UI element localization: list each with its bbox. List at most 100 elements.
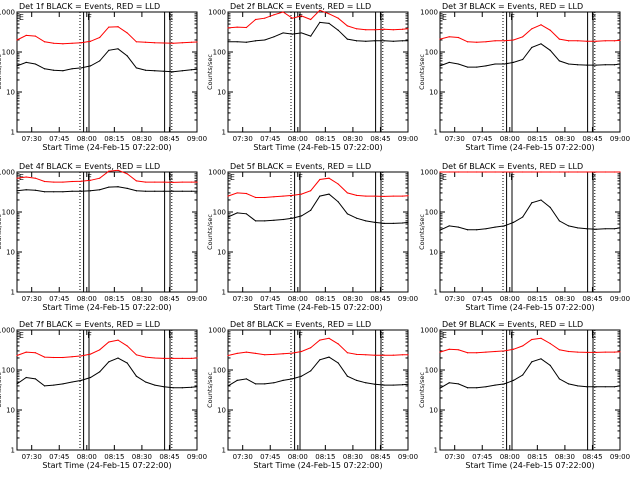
flag-label: F — [298, 173, 303, 182]
data-point-events — [439, 229, 441, 231]
data-point-events — [273, 382, 275, 384]
data-point-events — [282, 32, 284, 34]
data-point-events — [62, 70, 64, 72]
data-point-lld — [291, 17, 293, 19]
data-point-lld — [282, 353, 284, 355]
data-point-events — [154, 384, 156, 386]
y-axis-label: Counts/sec — [206, 54, 214, 90]
data-point-events — [172, 190, 174, 192]
data-point-lld — [619, 39, 621, 41]
x-tick-label: 08:00 — [288, 453, 308, 461]
data-point-events — [407, 40, 409, 42]
data-point-lld — [196, 181, 198, 183]
data-point-events — [264, 383, 266, 385]
data-point-events — [392, 222, 394, 224]
data-point-events — [43, 385, 46, 387]
flag-label: E — [442, 173, 447, 182]
data-point-events — [126, 55, 128, 57]
x-tick-label: 07:30 — [22, 453, 42, 461]
data-point-events — [245, 213, 247, 215]
x-tick-label: 07:30 — [22, 135, 42, 143]
data-point-lld — [346, 192, 348, 194]
data-point-events — [108, 186, 110, 188]
y-tick-label: 1 — [434, 447, 438, 455]
x-tick-label: 08:45 — [582, 295, 602, 303]
x-tick-label: 07:45 — [49, 295, 69, 303]
data-point-events — [319, 195, 321, 197]
data-point-lld — [43, 356, 46, 358]
panel-det-9: Det 9f BLACK = Events, RED = LLD 1 10 100 10… — [418, 320, 630, 470]
x-tick-label: 07:45 — [260, 295, 280, 303]
x-tick-label: 08:30 — [132, 295, 152, 303]
data-point-lld — [99, 349, 101, 351]
data-point-lld — [190, 41, 193, 43]
data-point-lld — [328, 177, 330, 179]
data-point-lld — [172, 42, 174, 44]
data-point-lld — [512, 39, 515, 41]
data-point-lld — [34, 35, 36, 37]
data-point-events — [466, 66, 469, 68]
data-point-events — [577, 385, 579, 387]
data-point-lld — [439, 38, 441, 40]
x-tick-label: 07:45 — [49, 135, 69, 143]
flag-label: E — [379, 331, 384, 340]
data-point-lld — [144, 356, 147, 358]
data-point-events — [190, 386, 193, 388]
y-tick-label: 10 — [217, 407, 226, 415]
panel-title: Det 7f BLACK = Events, RED = LLD — [19, 320, 160, 329]
data-point-lld — [466, 171, 469, 173]
y-tick-label: 1 — [11, 129, 15, 137]
data-point-lld — [62, 181, 64, 183]
data-point-events — [448, 382, 450, 384]
data-point-lld — [89, 353, 92, 355]
data-point-lld — [181, 42, 183, 44]
data-point-lld — [190, 181, 193, 183]
data-point-events — [586, 386, 588, 388]
data-point-events — [595, 386, 597, 388]
data-point-lld — [154, 181, 156, 183]
data-point-events — [227, 41, 229, 43]
data-point-events — [619, 385, 621, 387]
x-tick-label: 08:00 — [288, 135, 308, 143]
data-point-events — [117, 186, 119, 188]
y-tick-label: 10 — [6, 407, 15, 415]
y-tick-label: 1 — [11, 447, 15, 455]
data-point-lld — [282, 11, 284, 13]
data-point-events — [485, 386, 487, 388]
x-axis-label: Start Time (24-Feb-15 07:22:00) — [42, 303, 171, 312]
data-point-lld — [503, 171, 505, 173]
y-tick-label: 1000 — [0, 9, 15, 17]
data-point-events — [181, 190, 183, 192]
flag-label: E — [442, 13, 447, 22]
data-point-lld — [457, 349, 459, 351]
data-point-events — [264, 39, 266, 41]
data-point-lld — [522, 171, 524, 173]
x-tick-label: 07:30 — [233, 295, 253, 303]
x-tick-label: 08:45 — [582, 453, 602, 461]
data-point-events — [392, 40, 394, 42]
data-point-events — [16, 190, 18, 192]
data-point-events — [439, 387, 441, 389]
data-point-lld — [494, 40, 496, 42]
panel-title: Det 2f BLACK = Events, RED = LLD — [230, 2, 371, 11]
data-point-events — [558, 60, 560, 62]
data-point-lld — [586, 351, 588, 354]
x-tick-label: 09:00 — [398, 295, 418, 303]
data-point-lld — [264, 354, 266, 356]
data-point-events — [319, 21, 321, 23]
x-tick-label: 09:00 — [610, 135, 630, 143]
data-point-events — [577, 64, 579, 66]
x-tick-label: 07:45 — [472, 135, 492, 143]
plot-frame — [16, 329, 198, 451]
data-point-events — [485, 228, 487, 230]
data-point-events — [503, 63, 505, 65]
x-tick-label: 07:30 — [445, 135, 465, 143]
y-tick-label: 100 — [425, 367, 438, 375]
x-tick-label: 07:45 — [49, 453, 69, 461]
flag-label: E — [591, 173, 596, 182]
data-point-lld — [245, 351, 247, 353]
data-point-lld — [310, 347, 312, 349]
data-point-lld — [227, 195, 229, 197]
data-point-events — [181, 70, 183, 72]
